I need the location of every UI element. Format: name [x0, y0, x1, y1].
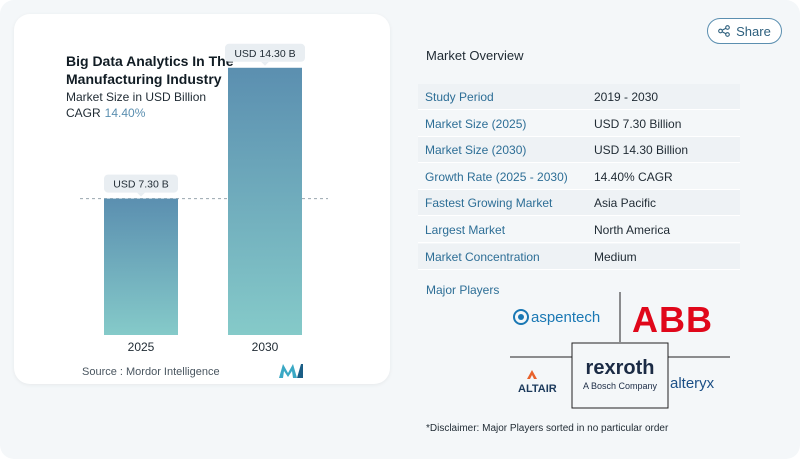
- share-label: Share: [736, 23, 771, 39]
- x-tick-label: 2030: [252, 340, 279, 354]
- cagr-label: CAGR: [66, 106, 101, 120]
- rexroth-subtext: A Bosch Company: [583, 381, 658, 391]
- data-label: USD 14.30 B: [234, 48, 295, 60]
- data-label-bg: [104, 174, 178, 193]
- overview-row: Study Period 2019 - 2030: [418, 84, 740, 110]
- overview-row-label: Largest Market: [425, 223, 506, 237]
- alteryx-text: alteryx: [670, 375, 715, 392]
- data-label-bg: [225, 43, 305, 62]
- aspentech-logo: aspentech: [513, 309, 600, 326]
- rexroth-logo-frame: [571, 342, 669, 409]
- overview-row-value: North America: [594, 223, 671, 237]
- overview-row-value: USD 7.30 Billion: [594, 116, 682, 131]
- market-overview-title: Market Overview: [426, 48, 524, 63]
- altair-text: ALTAIR: [518, 383, 557, 395]
- share-icon: [718, 25, 730, 37]
- bar-2030: [228, 67, 302, 336]
- overview-row-label: Growth Rate (2025 - 2030): [425, 169, 568, 184]
- x-tick-label: 2025: [128, 340, 155, 354]
- major-players-logos: aspentech ABB rexroth A Bosch Company AL…: [510, 292, 730, 409]
- data-label-pointer: [261, 61, 269, 66]
- overview-row-label: Fastest Growing Market: [425, 196, 553, 211]
- rexroth-text: rexroth: [586, 357, 655, 379]
- overview-row-label: Study Period: [425, 90, 494, 104]
- chart-subtitle: Market Size in USD Billion: [66, 90, 207, 104]
- overview-row-value: Medium: [594, 249, 637, 264]
- rexroth-logo: rexroth A Bosch Company: [583, 357, 658, 391]
- overview-row-value: Asia Pacific: [594, 196, 657, 211]
- overview-row: Market Concentration Medium: [418, 243, 740, 270]
- overview-row-label: Market Concentration: [425, 249, 540, 264]
- overview-row: Market Size (2030) USD 14.30 Billion: [418, 137, 740, 164]
- alteryx-logo: alteryx: [670, 375, 715, 392]
- overview-row: Largest Market North America: [418, 217, 740, 243]
- mordor-intelligence-logo: [279, 364, 303, 378]
- disclaimer-text: *Disclaimer: Major Players sorted in no …: [426, 423, 669, 434]
- chart-title: Big Data Analytics In The Manufacturing …: [66, 53, 234, 87]
- overview-row-value: USD 14.30 Billion: [594, 143, 689, 158]
- abb-text: ABB: [632, 299, 713, 340]
- bar-2025: [104, 198, 178, 335]
- data-label-pointer: [137, 192, 145, 197]
- overview-row-value: 14.40% CAGR: [594, 169, 673, 184]
- overview-row-label: Market Size (2025): [425, 116, 527, 131]
- bar-chart: USD 7.30 B 2025 USD 14.30 B 2030: [80, 43, 328, 354]
- data-label: USD 7.30 B: [113, 179, 168, 191]
- altair-logo: ALTAIR: [518, 370, 557, 395]
- overview-row: Fastest Growing Market Asia Pacific: [418, 190, 740, 217]
- overview-row-value: 2019 - 2030: [594, 90, 659, 104]
- source-text: Source : Mordor Intelligence: [82, 366, 220, 378]
- cagr-value: 14.40%: [104, 106, 146, 120]
- overview-row: Market Size (2025) USD 7.30 Billion: [418, 111, 740, 137]
- abb-logo: ABB: [632, 299, 713, 340]
- chart-cagr: CAGR 14.40%: [66, 106, 145, 120]
- overview-row-label: Market Size (2030): [425, 143, 527, 158]
- share-button[interactable]: Share: [707, 18, 782, 44]
- major-players-label: Major Players: [426, 283, 500, 297]
- aspentech-text: aspentech: [531, 309, 600, 326]
- overview-row: Growth Rate (2025 - 2030) 14.40% CAGR: [418, 164, 740, 190]
